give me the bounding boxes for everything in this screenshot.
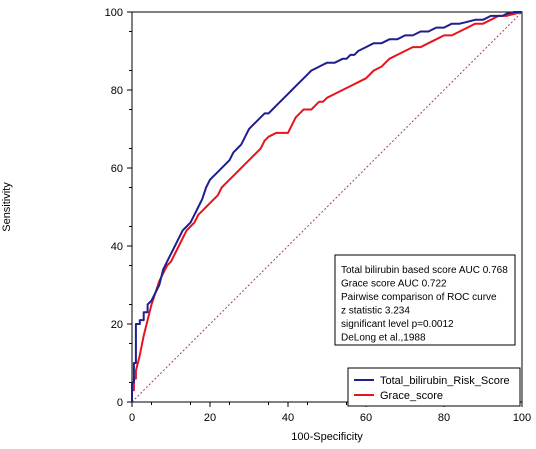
y-tick-label: 40 xyxy=(111,241,123,253)
annotation-line: Grace score AUC 0.722 xyxy=(341,279,447,290)
plot-area xyxy=(131,11,523,403)
y-tick-label: 80 xyxy=(111,85,123,97)
roc-curve-series xyxy=(131,11,523,402)
x-axis-title: 100-Specificity xyxy=(291,431,363,443)
x-tick-label: 100 xyxy=(513,412,531,424)
x-tick-label: 40 xyxy=(282,412,294,424)
y-tick-label: 60 xyxy=(111,163,123,175)
legend-label: Total_bilirubin_Risk_Score xyxy=(380,375,510,387)
y-tick-label: 100 xyxy=(105,7,123,19)
annotation-line: Total bilirubin based score AUC 0.768 xyxy=(341,265,508,276)
x-tick-label: 20 xyxy=(204,412,216,424)
annotation-line: DeLong et al.,1988 xyxy=(341,333,426,344)
x-tick-label: 0 xyxy=(129,412,135,424)
annotation-box: Total bilirubin based score AUC 0.768 Gr… xyxy=(334,254,516,346)
annotation-line: significant level p=0.0012 xyxy=(341,319,454,330)
legend-label: Grace_score xyxy=(380,390,443,402)
x-tick-label: 60 xyxy=(360,412,372,424)
annotation-frame xyxy=(334,254,516,346)
legend-frame xyxy=(347,367,521,407)
y-tick-label: 20 xyxy=(111,319,123,331)
plot-frame xyxy=(131,11,523,403)
x-tick-label: 80 xyxy=(438,412,450,424)
roc-curve-series xyxy=(131,11,522,402)
series-layer xyxy=(131,11,523,403)
y-axis: 0 20 40 60 80 100 xyxy=(105,7,132,409)
y-axis-title: Sensitivity xyxy=(1,182,13,232)
y-tick-label: 0 xyxy=(117,397,123,409)
annotation-line: z statistic 3.234 xyxy=(341,306,410,317)
annotation-line: Pairwise comparison of ROC curve xyxy=(341,292,497,303)
legend: Total_bilirubin_Risk_Score Grace_score xyxy=(347,367,521,407)
